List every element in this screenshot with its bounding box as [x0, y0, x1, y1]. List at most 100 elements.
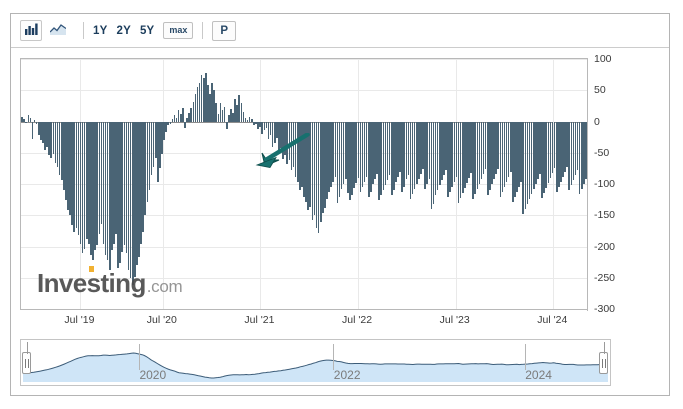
- bar: [409, 121, 412, 199]
- bar: [269, 121, 272, 136]
- bar: [393, 121, 395, 191]
- bar: [309, 121, 312, 207]
- chart-navigator[interactable]: 2020 2022 2024: [20, 339, 611, 386]
- bar: [315, 121, 318, 228]
- bar: [330, 121, 332, 187]
- grip-line: [27, 358, 29, 368]
- bar: [493, 121, 495, 179]
- bar: [194, 94, 197, 122]
- bar: [213, 90, 215, 122]
- bar: [115, 121, 117, 234]
- bar: [192, 101, 195, 122]
- navigator-sparkline: [23, 352, 608, 382]
- bar: [453, 121, 456, 182]
- bar: [223, 106, 226, 122]
- bar: [140, 121, 142, 244]
- bar: [353, 121, 355, 188]
- chart-settings-button[interactable]: P: [212, 20, 237, 41]
- y-axis: 100 50 0 -50 -100 -150 -200 -250 -300: [587, 53, 671, 315]
- toolbar-divider-2: [202, 22, 204, 39]
- bar: [426, 121, 429, 184]
- navigator-handle-left[interactable]: [22, 342, 31, 374]
- bar: [265, 121, 268, 128]
- navigator-tick-line: [524, 344, 526, 370]
- bar: [384, 121, 387, 186]
- bar: [267, 121, 270, 139]
- bar: [372, 121, 374, 184]
- grip-line: [601, 358, 603, 368]
- bar: [503, 121, 506, 187]
- chart-plot-area[interactable]: Investing .com: [20, 58, 587, 310]
- bar: [380, 121, 383, 196]
- bar: [555, 121, 558, 192]
- bar: [159, 121, 161, 168]
- bar: [342, 121, 345, 184]
- bar: [361, 121, 364, 187]
- x-axis-tick-label: Jul '22: [342, 314, 373, 326]
- bar: [200, 75, 203, 122]
- bar: [198, 82, 201, 122]
- bar: [401, 121, 403, 192]
- bar-chart-icon: [24, 22, 38, 40]
- y-axis-tick-label: 50: [594, 84, 606, 97]
- bar: [228, 115, 230, 122]
- bar: [484, 121, 487, 169]
- bar: [138, 121, 140, 257]
- bar: [359, 121, 362, 192]
- bar: [537, 121, 539, 179]
- bar: [530, 121, 533, 194]
- bar: [560, 121, 562, 182]
- bar: [363, 121, 366, 182]
- bar: [324, 121, 326, 208]
- navigator-handle-right-stem: [604, 342, 605, 354]
- bar: [528, 121, 531, 199]
- bar: [524, 121, 527, 209]
- navigator-handle-right[interactable]: [599, 342, 608, 374]
- area-chart-icon-button[interactable]: [47, 20, 69, 41]
- bar: [123, 121, 126, 246]
- range-max[interactable]: max: [163, 22, 194, 39]
- bar: [445, 121, 447, 171]
- bar: [186, 117, 188, 122]
- bar: [52, 121, 55, 154]
- navigator-tick-label: 2020: [139, 368, 167, 382]
- bar: [33, 120, 36, 122]
- bar: [257, 121, 259, 129]
- range-1y[interactable]: 1Y: [93, 24, 108, 37]
- bar: [355, 121, 357, 183]
- grip-line: [24, 358, 26, 368]
- bar: [37, 121, 40, 136]
- bar: [576, 121, 579, 171]
- range-2y[interactable]: 2Y: [116, 24, 131, 37]
- bar: [541, 121, 543, 198]
- bar: [111, 121, 113, 251]
- bar: [131, 121, 134, 286]
- bar: [248, 116, 251, 122]
- bar: [234, 99, 236, 122]
- bar: [418, 121, 420, 179]
- bar: [518, 121, 520, 187]
- x-axis-tick-label: Jul '19: [64, 314, 95, 326]
- range-5y[interactable]: 5Y: [139, 24, 155, 37]
- bar: [413, 121, 416, 189]
- bar-chart-icon-button[interactable]: [20, 20, 42, 41]
- chart-widget: 1Y 2Y 5Y max P Investing .com: [10, 13, 670, 396]
- bar: [83, 121, 86, 249]
- bar: [184, 121, 186, 128]
- bar: [50, 121, 53, 158]
- bar: [106, 121, 109, 261]
- bar: [351, 121, 353, 196]
- navigator-tick-label: 2022: [333, 368, 361, 382]
- bar: [386, 121, 389, 181]
- bar: [104, 121, 107, 256]
- bar: [332, 121, 335, 182]
- bar: [532, 121, 535, 189]
- bar: [27, 115, 30, 122]
- bar: [65, 121, 67, 201]
- bar: [23, 119, 25, 122]
- bar: [75, 121, 78, 228]
- bar: [263, 121, 266, 131]
- bar: [177, 110, 180, 122]
- bar: [255, 121, 257, 124]
- bar: [73, 121, 76, 232]
